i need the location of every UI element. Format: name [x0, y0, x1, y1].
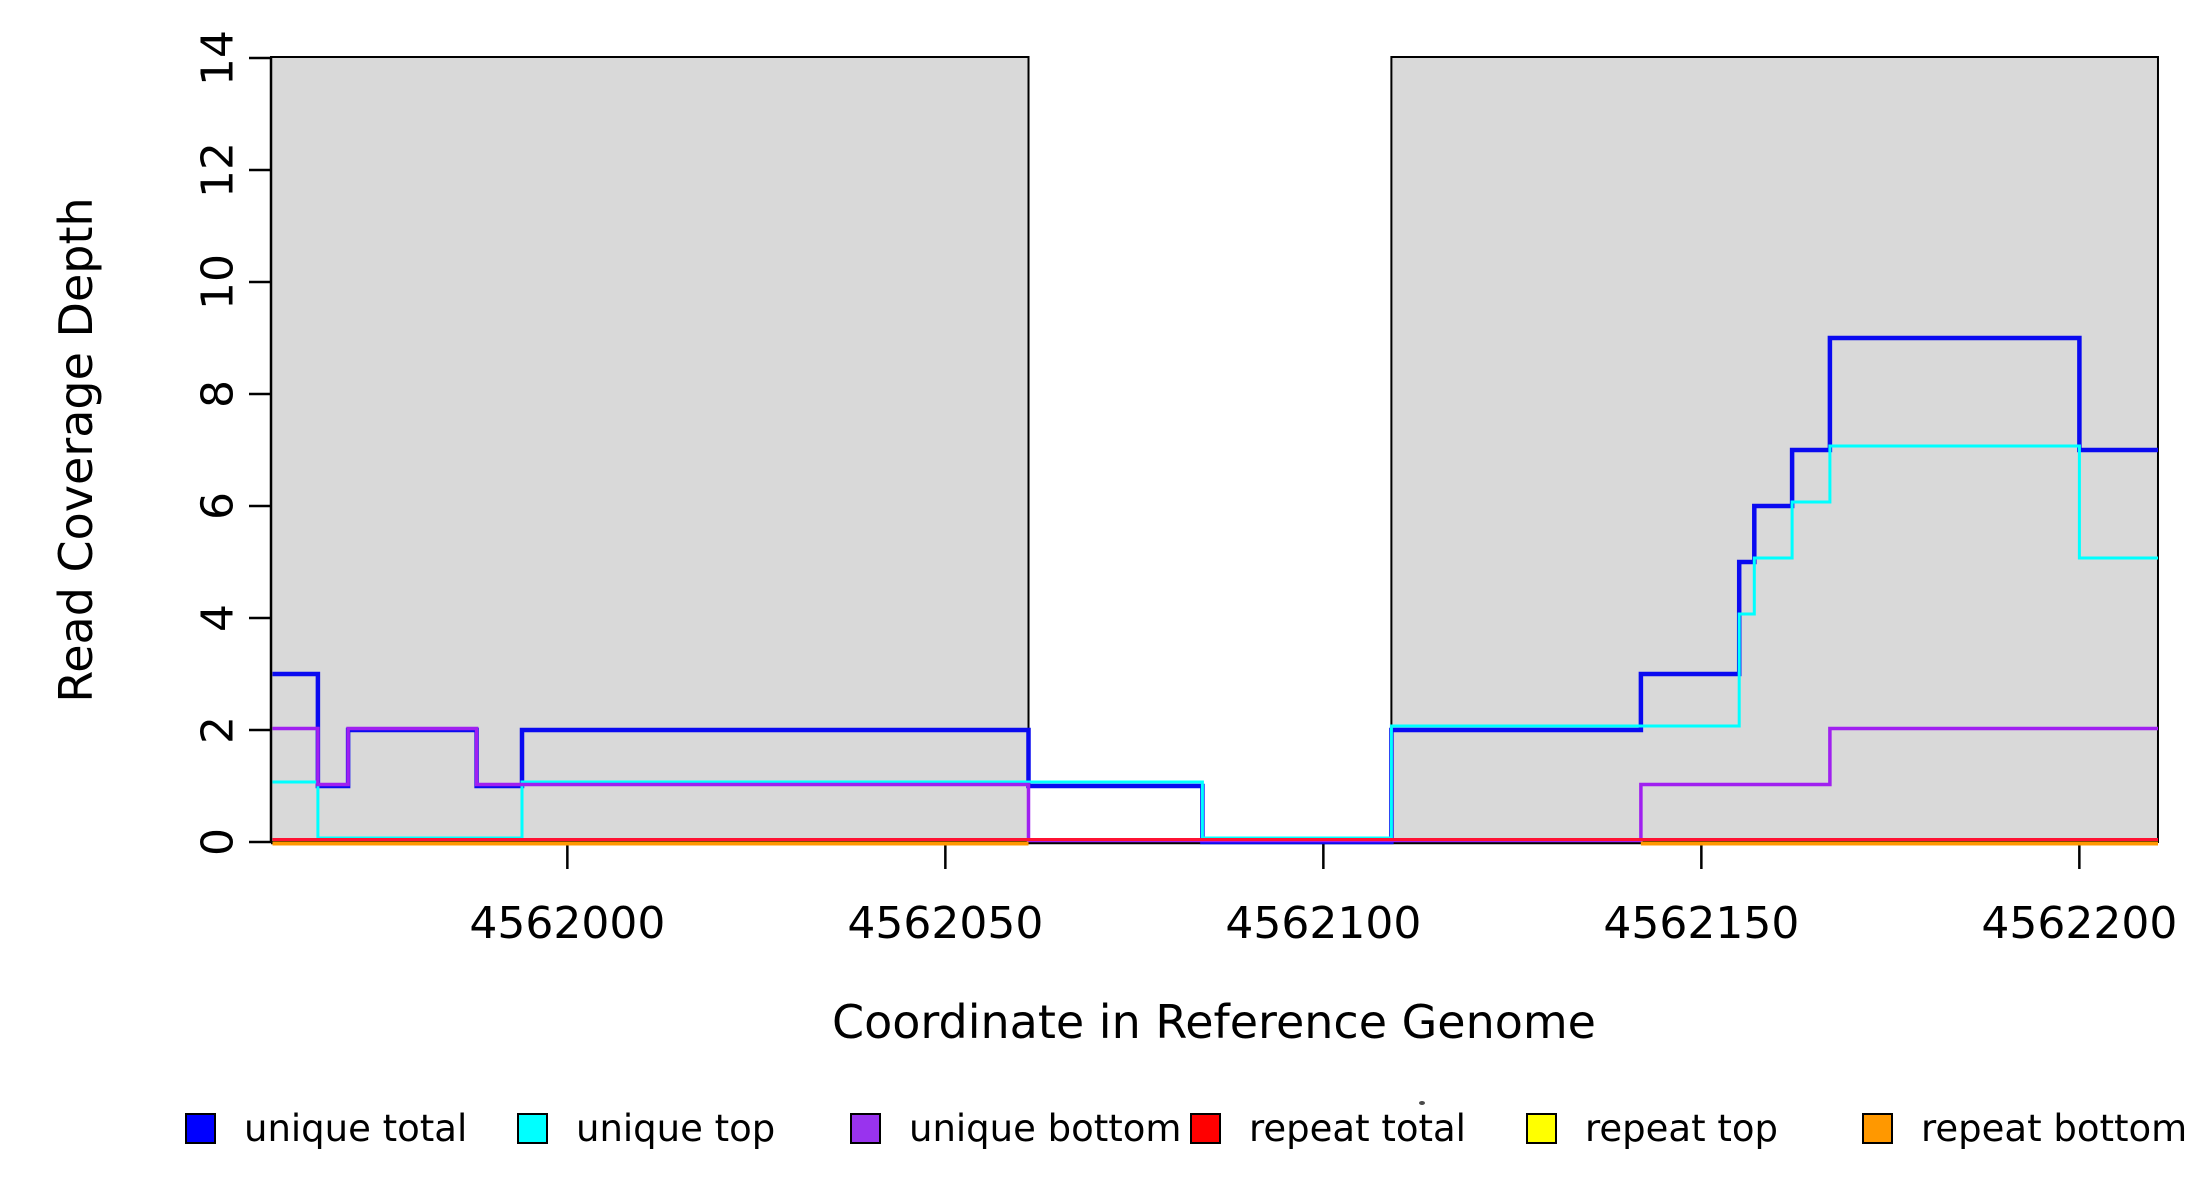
series-unique-bottom-line	[272, 726, 2158, 843]
x-tick-label: 4562050	[847, 898, 1043, 949]
y-tick-label: 8	[193, 380, 244, 408]
legend-swatch-repeat-bottom	[1862, 1112, 1893, 1144]
legend-label: repeat bottom	[1921, 1106, 2188, 1150]
y-tick-label: 4	[193, 604, 244, 632]
x-tick-label: 4562000	[469, 898, 665, 949]
y-tick-label: 6	[193, 492, 244, 520]
repeat-region-left	[270, 56, 1030, 843]
x-tick-label: 4562100	[1225, 898, 1421, 949]
y-tick-label: 2	[193, 716, 244, 744]
axis-labels-layer: Coordinate in Reference Genome Read Cove…	[49, 197, 1596, 1049]
stray-mark-dot	[1419, 1101, 1425, 1105]
legend-swatch-unique-bottom	[850, 1112, 881, 1144]
y-tick-label: 14	[193, 30, 244, 86]
y-axis-title: Read Coverage Depth	[49, 197, 103, 702]
legend-swatch-repeat-top	[1526, 1112, 1557, 1144]
y-tick-label: 10	[193, 254, 244, 310]
legend-label: unique total	[244, 1106, 468, 1150]
legend-swatch-unique-total	[185, 1112, 216, 1144]
legend-label: unique bottom	[909, 1106, 1182, 1150]
x-axis-title: Coordinate in Reference Genome	[832, 995, 1596, 1049]
legend-item-repeat-top: repeat top	[1526, 1098, 1778, 1158]
legend-item-repeat-bottom: repeat bottom	[1862, 1098, 2187, 1158]
legend-swatch-unique-top	[517, 1112, 548, 1144]
y-tick-label: 0	[193, 828, 244, 856]
x-tick-label: 4562150	[1603, 898, 1799, 949]
legend-label: repeat top	[1585, 1106, 1778, 1150]
repeat-region-shading-layer	[270, 56, 2159, 843]
y-tick-label: 12	[193, 142, 244, 198]
legend-label: unique top	[576, 1106, 776, 1150]
legend-swatch-repeat-total	[1190, 1112, 1221, 1144]
legend-item-unique-top: unique top	[517, 1098, 775, 1158]
series-unique-top-line	[272, 444, 2158, 840]
series-lines-layer	[272, 335, 2158, 846]
legend-item-unique-bottom: unique bottom	[850, 1098, 1181, 1158]
legend-label: repeat total	[1249, 1106, 1466, 1150]
legend-item-unique-total: unique total	[185, 1098, 467, 1158]
legend-item-repeat-total: repeat total	[1190, 1098, 1466, 1158]
repeat-region-right	[1390, 56, 2159, 843]
x-tick-label: 4562200	[1981, 898, 2177, 949]
legend: unique total unique top unique bottom repea…	[0, 1098, 2200, 1158]
axes-layer: 0 2 4 6 8 10 12 14 4562000 4562050 4562100 4562150 4…	[193, 30, 2178, 949]
